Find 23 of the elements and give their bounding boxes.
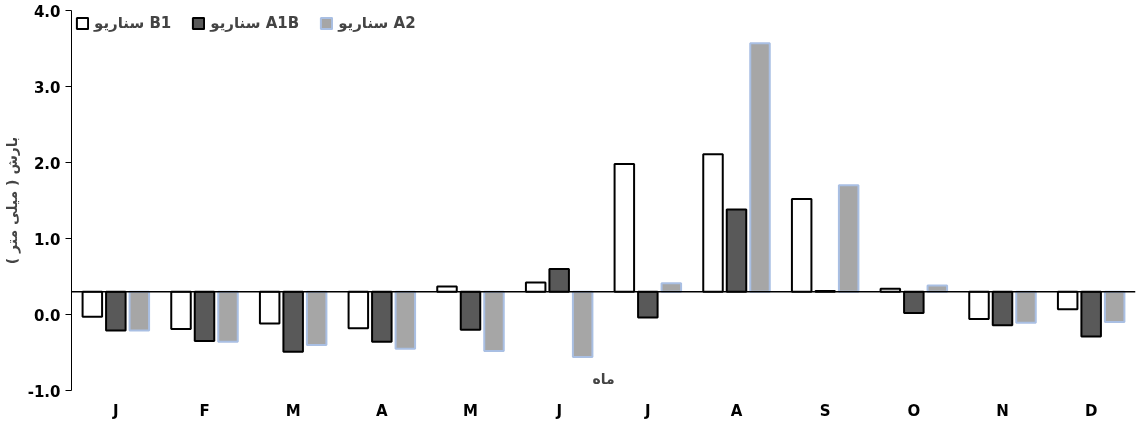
y-tick-label: 2.0 xyxy=(33,154,61,173)
x-tick-label: D xyxy=(1084,401,1098,420)
y-tick-label: 0.0 xyxy=(33,306,61,325)
x-tick-label: M xyxy=(463,401,478,420)
x-tick-label: N xyxy=(996,401,1009,420)
x-tick-label: M xyxy=(285,401,301,420)
y-axis-title: بارش ( میلی متر ) xyxy=(3,136,21,265)
legend-label: سناریو A2 xyxy=(338,14,416,32)
x-tick-label: J xyxy=(112,401,119,420)
x-tick-label: S xyxy=(819,401,831,420)
y-tick-label: 3.0 xyxy=(33,78,61,97)
y-tick-label: 4.0 xyxy=(33,2,61,21)
x-tick-label: J xyxy=(644,401,651,420)
y-tick-label: 1.0 xyxy=(33,230,61,249)
x-axis-title: ماه xyxy=(592,370,615,387)
x-tick-label: F xyxy=(199,401,210,420)
x-tick-label: J xyxy=(555,401,562,420)
x-tick-label: A xyxy=(376,401,389,420)
legend-label: سناریو B1 xyxy=(94,14,172,32)
x-tick-label: O xyxy=(907,401,921,420)
legend-label: سناریو A1B xyxy=(210,14,300,32)
y-tick-label: -1.0 xyxy=(27,382,61,401)
x-tick-label: A xyxy=(730,401,743,420)
